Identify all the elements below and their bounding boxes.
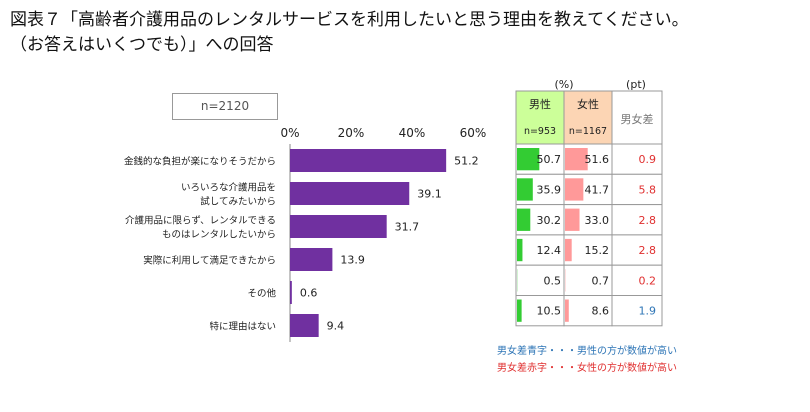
- diff-value: 2.8: [639, 214, 657, 227]
- female-value: 15.2: [585, 244, 610, 257]
- female-mini-bar: [565, 299, 569, 322]
- bar: [290, 182, 410, 205]
- diff-cell: [611, 204, 663, 236]
- bar-value-label: 0.6: [300, 287, 318, 300]
- female-value: 33.0: [585, 214, 610, 227]
- male-value: 0.5: [544, 274, 562, 287]
- x-tick-label: 40%: [399, 126, 426, 140]
- sample-size-box: n=2120: [172, 93, 278, 120]
- diff-value: 1.9: [639, 305, 657, 318]
- unit-pt-label: (pt): [626, 78, 646, 91]
- male-cell: [515, 234, 565, 266]
- category-label: ものはレンタルしたいから: [162, 230, 276, 241]
- bar-value-label: 51.2: [454, 155, 479, 168]
- male-cell: [515, 295, 565, 327]
- category-label: 介護用品に限らず、レンタルできる: [125, 215, 276, 227]
- note-blue: 男女差青字・・・男性の方が数値が高い: [497, 346, 677, 357]
- x-tick-label: 0%: [280, 126, 299, 140]
- female-header-label: 女性: [577, 97, 599, 111]
- bar-value-label: 9.4: [327, 320, 345, 333]
- male-mini-bar: [517, 299, 522, 322]
- male-n-label: n=953: [524, 126, 556, 137]
- male-mini-bar: [517, 178, 533, 201]
- male-value: 12.4: [537, 244, 562, 257]
- category-label: いろいろな介護用品を: [181, 182, 276, 194]
- diff-value: 0.2: [639, 274, 657, 287]
- bar: [290, 314, 319, 337]
- diff-value: 0.9: [639, 153, 657, 166]
- diff-cell: [611, 264, 663, 297]
- note-red: 男女差赤字・・・女性の方が数値が高い: [497, 363, 677, 374]
- category-label: 試してみたいから: [200, 196, 276, 208]
- chart-title: 図表７「高齢者介護用品のレンタルサービスを利用したいと思う理由を教えてください。…: [10, 8, 689, 58]
- male-header-cell: [515, 90, 565, 145]
- bar: [290, 215, 387, 238]
- male-header-label: 男性: [529, 97, 551, 111]
- female-mini-bar: [565, 238, 572, 262]
- gender-table: (%) (pt) 男性 女性 n=953 n=1167 男女差 50.7 51.6 0.9 35.9…: [515, 78, 663, 327]
- female-value: 8.6: [592, 305, 610, 318]
- male-mini-bar: [517, 238, 523, 262]
- category-label: 実際に利用して満足できたから: [143, 255, 276, 267]
- male-mini-bar: [517, 148, 540, 171]
- x-tick-label: 20%: [338, 126, 365, 140]
- diff-cell: [611, 234, 663, 266]
- male-value: 35.9: [537, 183, 562, 196]
- female-mini-bar: [565, 148, 588, 171]
- bar: [290, 248, 333, 271]
- diff-header-label: 男女差: [621, 112, 654, 126]
- bar-value-label: 13.9: [340, 254, 365, 267]
- category-label: その他: [247, 288, 276, 300]
- category-label: 金銭的な負担が楽になりそうだから: [124, 156, 276, 168]
- male-value: 30.2: [537, 214, 562, 227]
- bar-value-label: 31.7: [395, 221, 420, 234]
- bar-value-label: 39.1: [417, 188, 442, 201]
- bar: [290, 149, 447, 172]
- diff-cell: [611, 295, 663, 327]
- female-mini-bar: [565, 178, 584, 201]
- diff-value: 2.8: [639, 244, 657, 257]
- female-mini-bar: [565, 208, 580, 231]
- diff-cell: [611, 173, 663, 206]
- female-value: 51.6: [585, 153, 610, 166]
- female-n-label: n=1167: [569, 126, 607, 137]
- female-value: 41.7: [585, 183, 610, 196]
- male-value: 50.7: [537, 153, 562, 166]
- male-value: 10.5: [537, 305, 562, 318]
- title-line-2: （お答えはいくつでも）」への回答: [10, 35, 274, 55]
- category-label: 特に理由はない: [209, 321, 276, 333]
- female-cell: [563, 295, 613, 327]
- x-tick-label: 60%: [460, 126, 487, 140]
- male-mini-bar: [517, 208, 531, 231]
- female-header-cell: [563, 90, 613, 145]
- female-value: 0.7: [592, 274, 610, 287]
- title-line-1: 図表７「高齢者介護用品のレンタルサービスを利用したいと思う理由を教えてください。: [10, 10, 689, 30]
- diff-value: 5.8: [639, 183, 657, 196]
- main-bar-chart: 0% 20% 40% 60% 51.2 金銭的な負担が楽になりそうだから 39.1 いろいろな…: [124, 126, 486, 342]
- unit-pct-label: (%): [554, 78, 573, 91]
- diff-cell: [611, 143, 663, 175]
- legend-notes: 男女差青字・・・男性の方が数値が高い 男女差赤字・・・女性の方が数値が高い: [497, 343, 677, 377]
- bar: [290, 281, 292, 304]
